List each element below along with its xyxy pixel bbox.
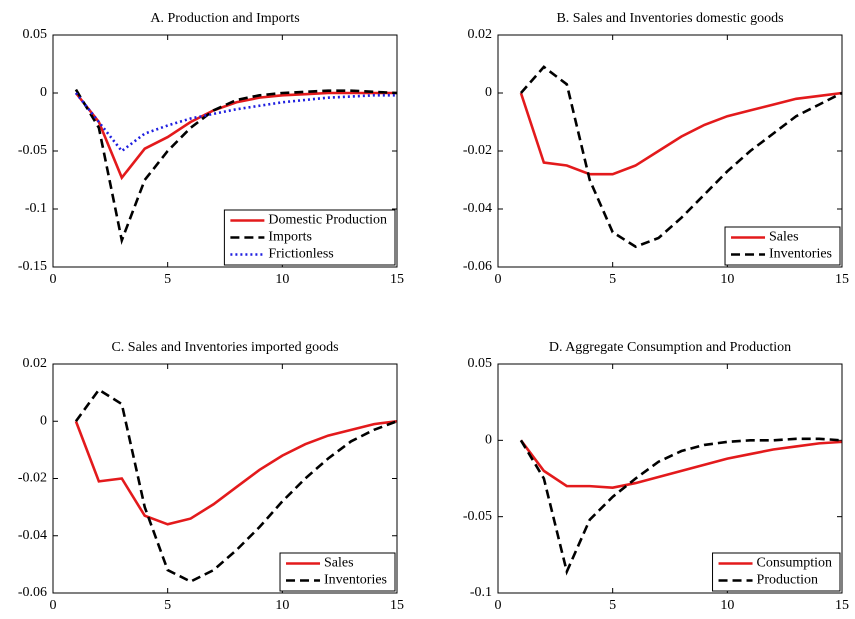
legend: Consumption Production [712,552,841,592]
x-tick-label: 15 [835,272,849,287]
legend: Sales Inventories [279,552,396,592]
x-tick-label: 0 [50,598,57,613]
series-line [74,419,398,526]
y-tick-label: -0.05 [463,509,492,524]
x-tick-label: 10 [275,272,289,287]
legend-label: Sales [769,230,799,245]
panel: B. Sales and Inventories domestic goods 0… [463,11,849,287]
x-tick-label: 5 [609,598,616,613]
legend-label: Sales [324,556,354,571]
y-tick-label: 0.05 [468,356,493,371]
legend: Domestic Production Imports Frictionless [223,209,396,266]
y-tick-label: -0.04 [18,528,47,543]
y-tick-label: -0.15 [18,259,47,274]
x-tick-label: 15 [835,598,849,613]
panel-title: A. Production and Imports [150,11,299,26]
panel: A. Production and Imports 0 5 10 15 -0.15 -0.1… [18,11,404,287]
axes-box [52,34,398,268]
axes-box [497,363,843,594]
x-tick-label: 0 [495,272,502,287]
x-tick-label: 15 [390,272,404,287]
y-tick-label: -0.06 [463,259,492,274]
axes-box [52,363,398,594]
y-tick-label: 0.02 [468,27,493,42]
y-tick-label: -0.05 [18,143,47,158]
legend-label: Consumption [757,556,832,571]
y-tick-label: -0.1 [470,585,492,600]
legend-box [279,552,396,592]
panel: C. Sales and Inventories imported goods 0… [18,340,404,613]
legend-label: Domestic Production [268,213,387,228]
axes-box [497,34,843,268]
y-tick-label: 0 [485,85,492,100]
y-tick-label: 0.02 [23,356,48,371]
series-line [74,91,397,181]
y-tick-label: -0.1 [25,201,47,216]
legend-label: Inventories [769,247,832,262]
y-tick-label: 0 [40,413,47,428]
y-tick-label: 0 [485,433,492,448]
panel-title: D. Aggregate Consumption and Production [549,340,791,355]
x-tick-label: 5 [164,598,171,613]
panel-title: C. Sales and Inventories imported goods [111,340,338,355]
panel-title: B. Sales and Inventories domestic goods [556,11,783,26]
series-line [74,88,398,245]
series-line [519,439,843,489]
x-tick-label: 0 [495,598,502,613]
legend-box [712,552,841,592]
legend: Sales Inventories [724,226,841,266]
legend-label: Imports [268,230,312,245]
y-tick-label: -0.02 [18,471,47,486]
series-line [74,92,397,153]
y-tick-label: -0.02 [463,143,492,158]
x-tick-label: 10 [720,598,734,613]
x-tick-label: 0 [50,272,57,287]
series-line [74,388,398,584]
x-tick-label: 15 [390,598,404,613]
y-tick-label: 0.05 [23,27,48,42]
legend-box [724,226,841,266]
legend-label: Inventories [324,573,387,588]
x-tick-label: 5 [164,272,171,287]
y-tick-label: -0.04 [463,201,492,216]
legend-label: Production [757,573,818,588]
legend-label: Frictionless [268,247,333,262]
y-tick-label: 0 [40,85,47,100]
x-tick-label: 5 [609,272,616,287]
y-tick-label: -0.06 [18,585,47,600]
series-line [519,65,843,249]
series-line [519,91,843,176]
series-line [519,437,843,576]
x-tick-label: 10 [275,598,289,613]
panel: D. Aggregate Consumption and Production 0… [463,340,849,613]
x-tick-label: 10 [720,272,734,287]
